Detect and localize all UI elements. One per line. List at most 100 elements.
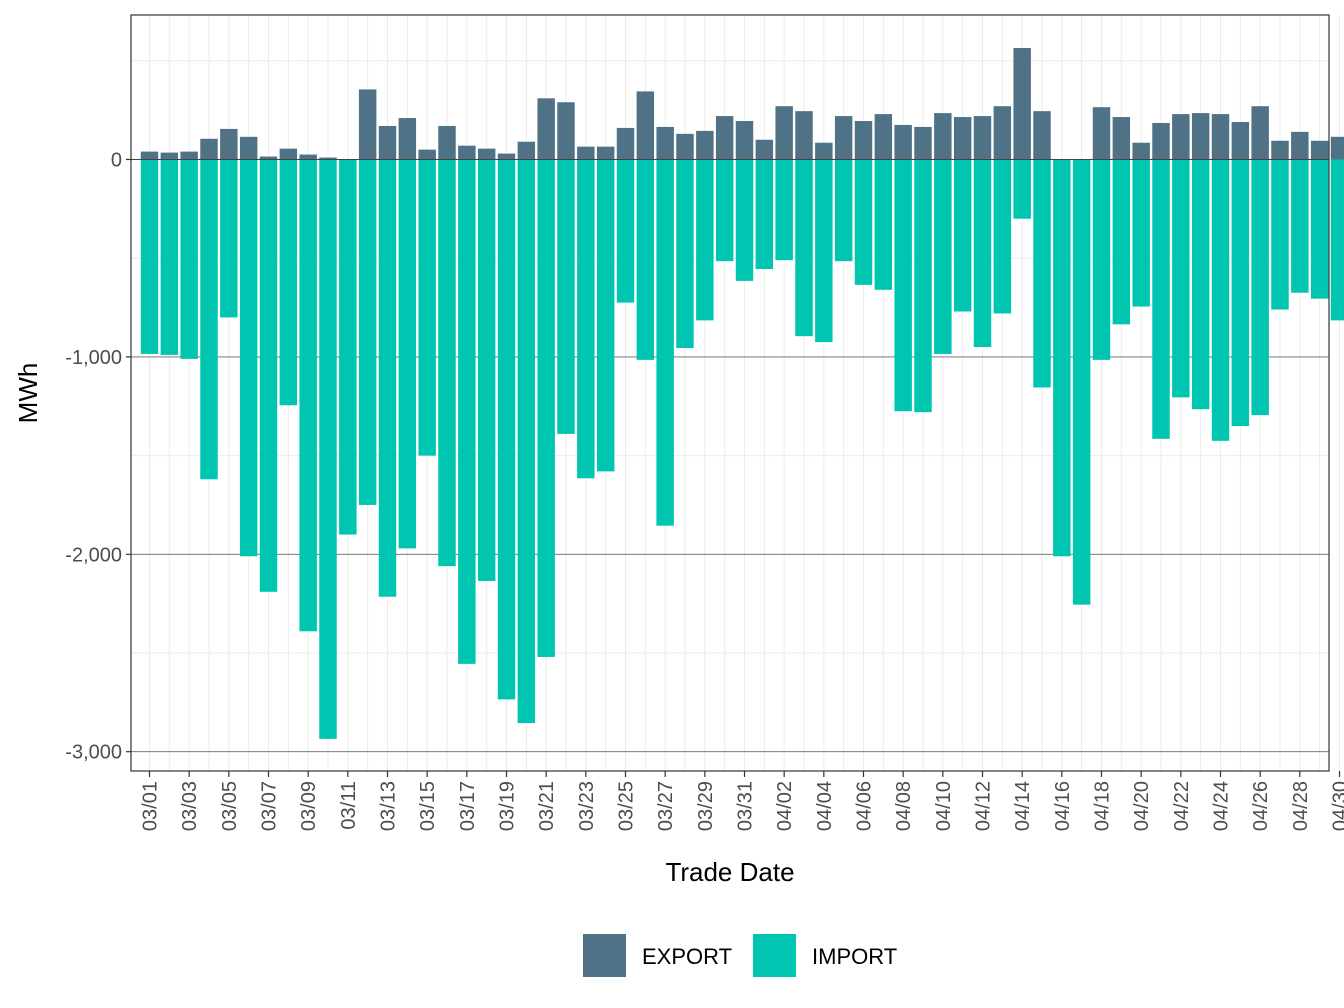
bar-import-03-19 bbox=[497, 159, 516, 700]
x-tick-label: 03/03 bbox=[179, 781, 201, 831]
bar-export-03-25 bbox=[616, 127, 635, 160]
bar-import-04-19 bbox=[1112, 159, 1131, 325]
bar-import-04-14 bbox=[1013, 159, 1031, 219]
bar-import-03-12 bbox=[358, 159, 377, 505]
bar-export-04-25 bbox=[1231, 121, 1250, 160]
bar-export-04-09 bbox=[914, 126, 932, 160]
bar-export-03-18 bbox=[477, 148, 496, 160]
bar-export-04-01 bbox=[755, 139, 774, 160]
bar-import-03-17 bbox=[458, 159, 476, 664]
bar-export-03-05 bbox=[220, 128, 238, 160]
x-tick-label: 04/22 bbox=[1171, 781, 1193, 831]
bar-import-03-02 bbox=[160, 159, 179, 355]
bar-export-03-15 bbox=[418, 149, 436, 160]
bar-export-04-20 bbox=[1132, 142, 1150, 160]
bar-export-03-24 bbox=[596, 146, 615, 160]
bar-import-03-14 bbox=[398, 159, 417, 549]
bar-export-03-29 bbox=[696, 130, 714, 160]
x-tick-label: 03/17 bbox=[457, 781, 479, 831]
bar-import-03-13 bbox=[378, 159, 397, 597]
bar-import-04-07 bbox=[874, 159, 893, 290]
bar-import-03-04 bbox=[200, 159, 218, 480]
x-tick-label: 04/26 bbox=[1250, 781, 1272, 831]
legend-label-export: EXPORT bbox=[642, 944, 732, 969]
bar-import-03-05 bbox=[220, 159, 238, 318]
bar-import-04-06 bbox=[854, 159, 873, 285]
bar-export-04-29 bbox=[1310, 140, 1329, 160]
bar-import-04-11 bbox=[953, 159, 972, 312]
bar-export-03-16 bbox=[438, 125, 456, 160]
legend-label-import: IMPORT bbox=[812, 944, 897, 969]
bar-export-04-07 bbox=[874, 114, 893, 160]
y-tick-label: 0 bbox=[111, 150, 122, 172]
y-axis: 0 -1,000 -2,000 -3,000 bbox=[65, 150, 131, 764]
x-tick-label: 03/27 bbox=[655, 781, 677, 831]
bar-export-04-23 bbox=[1191, 113, 1210, 160]
x-tick-label: 04/14 bbox=[1012, 781, 1034, 831]
bar-import-04-18 bbox=[1092, 159, 1111, 360]
bar-import-04-02 bbox=[775, 159, 793, 261]
bar-export-04-02 bbox=[775, 106, 793, 160]
bar-export-04-03 bbox=[795, 111, 813, 160]
bar-export-04-11 bbox=[953, 117, 972, 160]
x-tick-label: 03/11 bbox=[338, 781, 360, 830]
x-tick-label: 03/09 bbox=[298, 781, 320, 831]
bar-import-04-15 bbox=[1033, 159, 1051, 388]
x-tick-label: 04/08 bbox=[893, 781, 915, 831]
y-tick-label: -1,000 bbox=[65, 347, 122, 369]
bar-import-03-06 bbox=[239, 159, 258, 557]
bar-export-03-30 bbox=[715, 116, 734, 160]
bar-import-03-07 bbox=[259, 159, 278, 592]
x-tick-label: 04/04 bbox=[814, 781, 836, 831]
bar-export-03-31 bbox=[735, 121, 754, 160]
bar-import-03-25 bbox=[616, 159, 635, 303]
bar-import-04-04 bbox=[815, 159, 833, 343]
bar-import-04-25 bbox=[1231, 159, 1250, 426]
bar-import-03-27 bbox=[656, 159, 674, 526]
y-tick-label: -2,000 bbox=[65, 544, 122, 566]
bar-import-04-03 bbox=[795, 159, 813, 337]
bar-export-03-09 bbox=[299, 154, 317, 160]
bar-export-03-04 bbox=[200, 138, 218, 160]
x-tick-label: 04/16 bbox=[1052, 781, 1074, 831]
x-tick-label: 03/31 bbox=[735, 781, 757, 831]
x-tick-label: 04/12 bbox=[973, 781, 995, 831]
bar-import-03-15 bbox=[418, 159, 436, 456]
x-tick-label: 03/29 bbox=[695, 781, 717, 831]
bar-import-04-09 bbox=[914, 159, 932, 413]
bar-export-04-04 bbox=[815, 142, 833, 160]
bar-export-03-06 bbox=[239, 136, 258, 160]
bar-export-03-22 bbox=[557, 102, 575, 160]
x-tick-label: 03/21 bbox=[536, 781, 558, 831]
bar-import-04-17 bbox=[1072, 159, 1091, 605]
bar-export-03-10 bbox=[319, 157, 337, 160]
bar-export-03-02 bbox=[160, 152, 179, 160]
y-tick-label: -3,000 bbox=[65, 742, 122, 764]
bar-import-03-18 bbox=[477, 159, 496, 581]
bar-export-04-28 bbox=[1291, 131, 1309, 160]
x-tick-label: 03/01 bbox=[140, 781, 162, 831]
bar-export-04-14 bbox=[1013, 47, 1031, 160]
x-tick-label: 03/25 bbox=[616, 781, 638, 831]
x-axis: 03/01 03/03 03/05 03/07 03/09 03/11 03/13 03/15… bbox=[140, 771, 1344, 831]
bar-import-04-08 bbox=[894, 159, 912, 412]
x-tick-label: 03/19 bbox=[497, 781, 519, 831]
bar-import-04-12 bbox=[973, 159, 992, 348]
x-tick-label: 03/07 bbox=[259, 781, 281, 831]
bar-import-03-08 bbox=[279, 159, 298, 406]
bar-export-03-08 bbox=[279, 148, 298, 160]
x-tick-label: 04/20 bbox=[1131, 781, 1153, 831]
bar-export-03-23 bbox=[577, 146, 595, 160]
bar-import-04-21 bbox=[1152, 159, 1170, 439]
bar-export-04-24 bbox=[1211, 114, 1230, 160]
bar-import-04-23 bbox=[1191, 159, 1210, 410]
bar-import-03-30 bbox=[715, 159, 734, 262]
bar-export-04-21 bbox=[1152, 122, 1170, 160]
bar-import-03-21 bbox=[537, 159, 555, 657]
bar-export-04-13 bbox=[993, 106, 1012, 160]
bar-import-04-05 bbox=[834, 159, 853, 262]
bar-import-03-11 bbox=[339, 159, 357, 535]
x-tick-label: 04/24 bbox=[1211, 781, 1233, 831]
bar-export-03-14 bbox=[398, 118, 417, 160]
